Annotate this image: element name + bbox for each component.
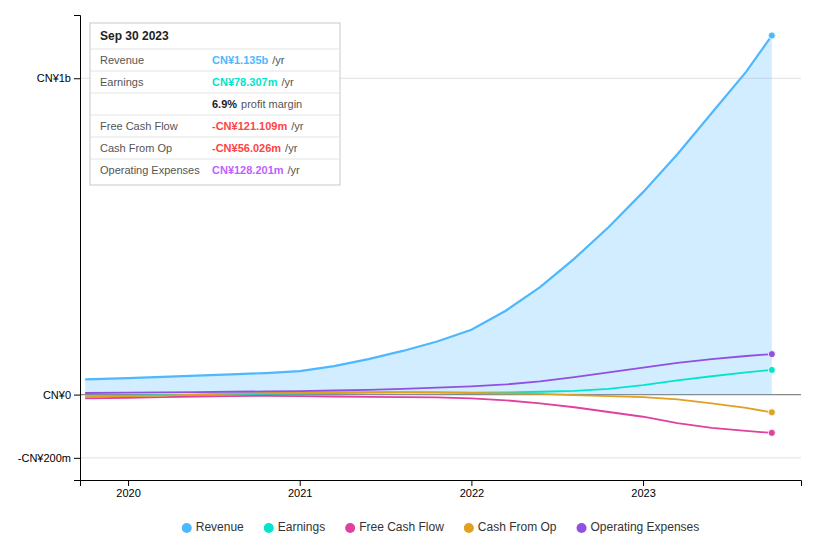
legend-label: Earnings (278, 520, 325, 534)
line (85, 396, 772, 433)
x-tick-label: 2022 (460, 487, 484, 499)
x-tick-mark (643, 480, 644, 486)
x-tick-mark (128, 480, 129, 486)
info-box-suffix: profit margin (241, 98, 302, 110)
info-box-separator (90, 159, 340, 160)
y-tick: -CN¥200m (18, 452, 80, 464)
chart-container: 2020 2021 2022 2023 -CN¥200m CN¥0 CN¥1b Sep 30 … (0, 0, 821, 560)
info-box-label: Operating Expenses (100, 164, 200, 176)
plot: 2020 2021 2022 2023 -CN¥200m CN¥0 CN¥1b Sep 30 … (18, 16, 802, 499)
info-box-label: Revenue (100, 54, 144, 66)
legend-label: Free Cash Flow (359, 520, 444, 534)
y-tick-label: CN¥1b (37, 72, 71, 84)
x-tick-mark (300, 480, 301, 486)
info-box-value: -CN¥56.026m (212, 142, 281, 154)
legend-label: Cash From Op (478, 520, 557, 534)
info-box-separator (90, 71, 340, 72)
marks (85, 32, 775, 436)
info-box-suffix: /yr (272, 54, 285, 66)
x-tick: 2022 (460, 480, 484, 499)
info-box-value: CN¥1.135b (212, 54, 269, 66)
chart-svg: 2020 2021 2022 2023 -CN¥200m CN¥0 CN¥1b Sep 30 … (0, 0, 821, 560)
legend-swatch (345, 523, 355, 533)
y-tick-mark (74, 395, 80, 396)
end-point (768, 366, 775, 373)
info-box-label: Free Cash Flow (100, 120, 178, 132)
info-box-separator (90, 93, 340, 94)
legend-item: Cash From Op (464, 520, 557, 534)
end-point (768, 32, 775, 39)
info-box-value: 6.9% (212, 98, 237, 110)
info-box-suffix: /yr (288, 164, 301, 176)
x-axis: 2020 2021 2022 2023 (81, 480, 802, 499)
y-axis: -CN¥200m CN¥0 CN¥1b (18, 16, 81, 481)
end-point (768, 409, 775, 416)
x-tick-label: 2021 (288, 487, 312, 499)
info-box-title: Sep 30 2023 (100, 29, 169, 43)
grid-line (80, 457, 801, 458)
info-box-separator (90, 115, 340, 116)
legend-item: Revenue (182, 520, 244, 534)
y-tick: CN¥1b (37, 72, 80, 84)
line (85, 354, 772, 393)
x-tick-label: 2023 (631, 487, 655, 499)
info-box-separator (90, 49, 340, 50)
info-box-frame (90, 23, 340, 185)
legend-label: Operating Expenses (591, 520, 700, 534)
info-box-suffix: /yr (291, 120, 304, 132)
legend-item: Operating Expenses (577, 520, 700, 534)
x-tick-label: 2020 (116, 487, 140, 499)
info-box-label: Cash From Op (100, 142, 172, 154)
legend-swatch (577, 523, 587, 533)
info-box-value: CN¥128.201m (212, 164, 284, 176)
y-tick-label: -CN¥200m (18, 452, 71, 464)
line (85, 392, 772, 412)
y-axis-line (74, 16, 81, 481)
info-box-label: Earnings (100, 76, 144, 88)
legend-swatch (264, 523, 274, 533)
info-box-value: -CN¥121.109m (212, 120, 287, 132)
info-box-suffix: /yr (281, 76, 294, 88)
x-axis-line (81, 481, 802, 487)
y-tick: CN¥0 (43, 389, 80, 401)
legend-label: Revenue (196, 520, 244, 534)
legend-item: Earnings (264, 520, 325, 534)
x-tick: 2020 (116, 480, 140, 499)
end-point (768, 351, 775, 358)
legend-swatch (182, 523, 192, 533)
legend: Revenue Earnings Free Cash Flow Cash From O… (182, 520, 700, 534)
info-box-separator (90, 137, 340, 138)
legend-item: Free Cash Flow (345, 520, 444, 534)
x-tick: 2023 (631, 480, 655, 499)
end-point (768, 429, 775, 436)
legend-swatch (464, 523, 474, 533)
info-box: Sep 30 2023 Revenue CN¥1.135b/yr Earnings CN… (90, 23, 340, 185)
info-box-suffix: /yr (285, 142, 298, 154)
y-tick-mark (74, 458, 80, 459)
y-tick-mark (74, 78, 80, 79)
y-tick-label: CN¥0 (43, 389, 71, 401)
x-tick: 2021 (288, 480, 312, 499)
x-tick-mark (471, 480, 472, 486)
info-box-value: CN¥78.307m (212, 76, 278, 88)
